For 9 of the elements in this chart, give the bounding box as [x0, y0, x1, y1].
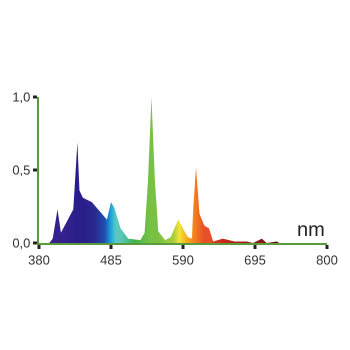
y-tick-label: 0,5: [12, 162, 30, 178]
y-tick-label: 0,0: [12, 236, 30, 251]
x-tick-label: 590: [172, 252, 194, 268]
x-axis-title: nm: [297, 219, 325, 241]
y-tick-label: 1,0: [12, 90, 30, 105]
x-tick-label: 485: [100, 252, 122, 268]
x-tick-label: 380: [28, 252, 50, 268]
x-tick-label: 800: [316, 252, 338, 268]
x-tick-label: 695: [244, 252, 266, 268]
